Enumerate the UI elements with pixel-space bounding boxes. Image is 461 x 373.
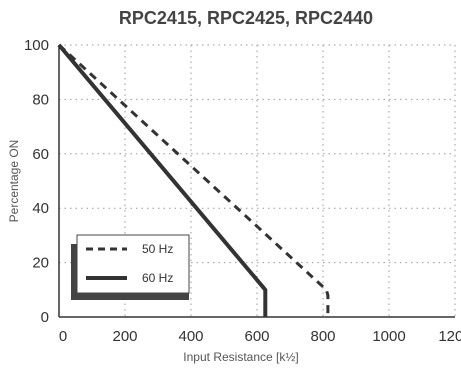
x-tick-label: 200	[112, 328, 137, 345]
x-tick-label: 600	[244, 328, 269, 345]
y-tick-label: 0	[41, 309, 49, 326]
y-tick-label: 40	[32, 200, 49, 217]
y-tick-label: 100	[24, 37, 49, 54]
y-tick-label: 60	[32, 146, 49, 163]
x-tick-label: 1000	[372, 328, 405, 345]
legend: 50 Hz 60 Hz	[71, 234, 190, 300]
legend-label-60hz: 60 Hz	[142, 271, 173, 285]
chart-title: RPC2415, RPC2425, RPC2440	[119, 8, 373, 28]
y-tick-label: 20	[32, 255, 49, 272]
x-tick-label: 400	[178, 328, 203, 345]
x-tick-label: 0	[59, 328, 67, 345]
y-axis-label: Percentage ON	[7, 140, 21, 223]
legend-box	[76, 234, 190, 294]
series-line-50hz	[57, 43, 330, 317]
x-tick-label: 800	[310, 328, 335, 345]
x-axis-label: Input Resistance [k½]	[183, 350, 298, 364]
legend-label-50hz: 50 Hz	[142, 242, 173, 256]
y-tick-label: 80	[32, 91, 49, 108]
axes-layer	[58, 45, 455, 318]
series-line-60hz	[57, 43, 268, 317]
series-layer	[57, 43, 330, 317]
